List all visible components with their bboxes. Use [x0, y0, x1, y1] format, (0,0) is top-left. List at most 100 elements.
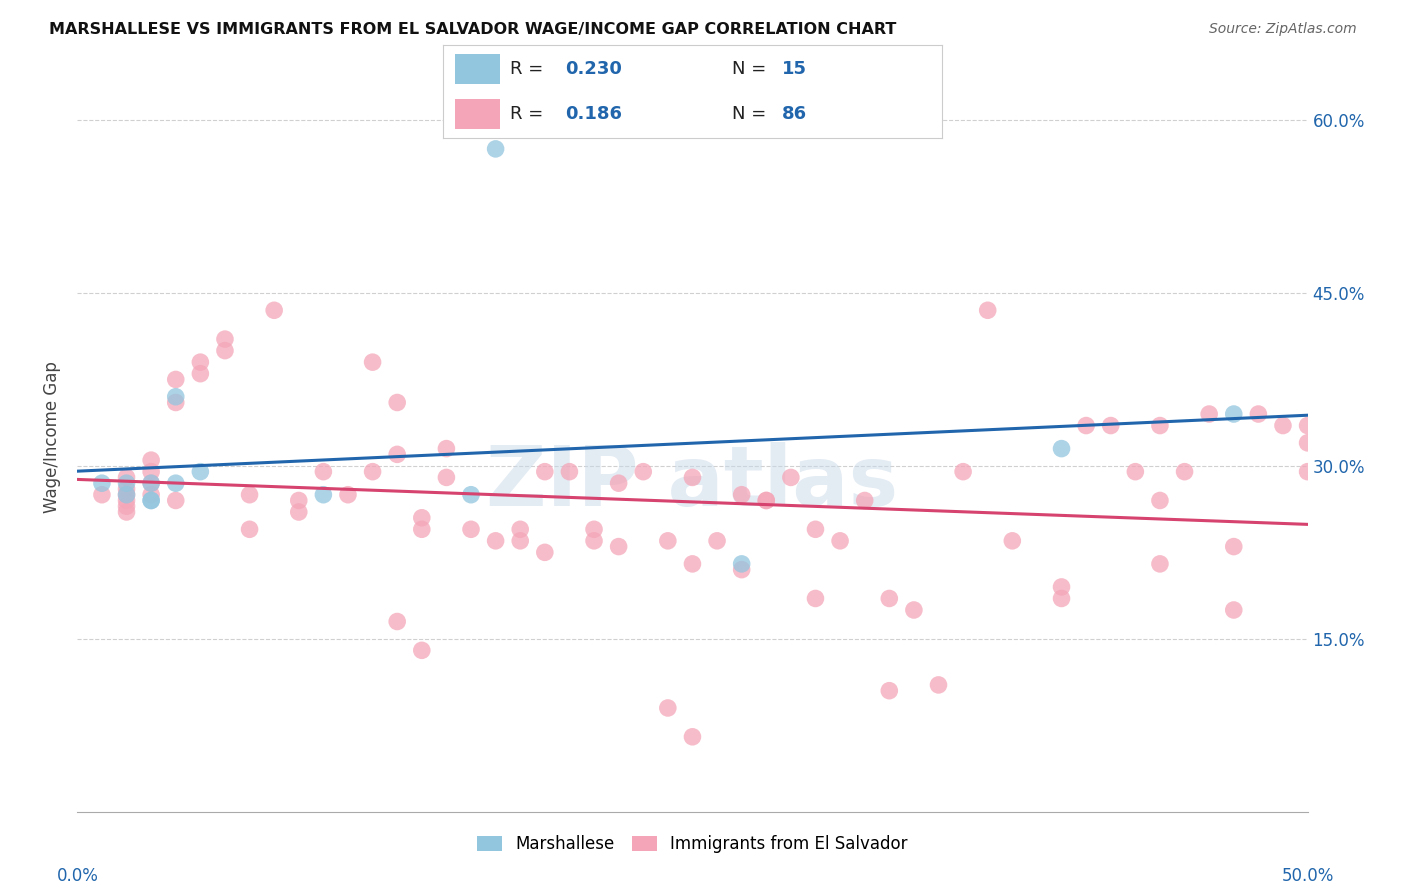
Point — [1050, 442, 1073, 456]
Text: MARSHALLESE VS IMMIGRANTS FROM EL SALVADOR WAGE/INCOME GAP CORRELATION CHART: MARSHALLESE VS IMMIGRANTS FROM EL SALVAD… — [49, 22, 897, 37]
Text: 0.230: 0.230 — [565, 60, 621, 78]
Point — [411, 643, 433, 657]
Point — [1174, 465, 1197, 479]
Point — [607, 540, 630, 554]
Point — [780, 470, 803, 484]
Text: 15: 15 — [782, 60, 807, 78]
Y-axis label: Wage/Income Gap: Wage/Income Gap — [44, 361, 62, 513]
Point — [165, 372, 187, 386]
Point — [731, 557, 754, 571]
Point — [485, 142, 508, 156]
Bar — [456, 54, 501, 84]
Point — [239, 488, 262, 502]
Point — [952, 465, 974, 479]
Point — [188, 367, 212, 381]
Point — [90, 476, 114, 491]
Text: R =: R = — [510, 60, 550, 78]
Text: 86: 86 — [782, 105, 807, 123]
Point — [903, 603, 925, 617]
Point — [141, 493, 163, 508]
Point — [141, 493, 163, 508]
Text: 0.0%: 0.0% — [56, 867, 98, 885]
Point — [1296, 465, 1319, 479]
Point — [361, 465, 384, 479]
Point — [141, 488, 163, 502]
Point — [1050, 591, 1073, 606]
Point — [1149, 557, 1171, 571]
Point — [1125, 465, 1147, 479]
Point — [706, 533, 728, 548]
Point — [657, 701, 679, 715]
Text: Source: ZipAtlas.com: Source: ZipAtlas.com — [1209, 22, 1357, 37]
Point — [583, 533, 606, 548]
Text: N =: N = — [733, 60, 772, 78]
Point — [115, 488, 138, 502]
Point — [509, 533, 531, 548]
Text: 0.186: 0.186 — [565, 105, 623, 123]
Point — [90, 488, 114, 502]
Point — [214, 343, 236, 358]
Point — [1149, 418, 1171, 433]
Point — [485, 533, 508, 548]
Text: 50.0%: 50.0% — [1281, 867, 1334, 885]
Point — [633, 465, 655, 479]
Point — [879, 683, 901, 698]
Point — [361, 355, 384, 369]
Point — [607, 476, 630, 491]
Point — [804, 591, 827, 606]
Point — [1076, 418, 1098, 433]
Point — [755, 493, 778, 508]
Point — [682, 557, 704, 571]
Point — [1223, 407, 1246, 421]
Text: N =: N = — [733, 105, 772, 123]
Point — [1223, 540, 1246, 554]
Point — [411, 522, 433, 536]
Point — [830, 533, 852, 548]
Point — [1247, 407, 1270, 421]
Point — [115, 470, 138, 484]
Point — [141, 476, 163, 491]
Point — [165, 395, 187, 409]
Bar — [456, 99, 501, 129]
Point — [755, 493, 778, 508]
Point — [657, 533, 679, 548]
Point — [288, 505, 311, 519]
Point — [115, 476, 138, 491]
Point — [534, 465, 557, 479]
Point — [337, 488, 360, 502]
Point — [928, 678, 950, 692]
Point — [682, 730, 704, 744]
Point — [534, 545, 557, 559]
Point — [411, 510, 433, 524]
Point — [141, 476, 163, 491]
Point — [853, 493, 876, 508]
Point — [583, 522, 606, 536]
Point — [558, 465, 581, 479]
Point — [115, 500, 138, 514]
Point — [682, 470, 704, 484]
Point — [165, 390, 187, 404]
Point — [1296, 435, 1319, 450]
Point — [509, 522, 531, 536]
Point — [436, 470, 458, 484]
Text: R =: R = — [510, 105, 550, 123]
Point — [263, 303, 285, 318]
Point — [115, 482, 138, 496]
Text: ZIP atlas: ZIP atlas — [486, 442, 898, 523]
Point — [731, 563, 754, 577]
Point — [385, 447, 409, 461]
Point — [436, 442, 458, 456]
Point — [141, 465, 163, 479]
Point — [804, 522, 827, 536]
Point — [288, 493, 311, 508]
Point — [460, 488, 482, 502]
Point — [1198, 407, 1220, 421]
Point — [312, 488, 335, 502]
Point — [115, 488, 138, 502]
Point — [312, 465, 335, 479]
Point — [1223, 603, 1246, 617]
Point — [977, 303, 1000, 318]
Point — [188, 465, 212, 479]
Point — [1099, 418, 1122, 433]
Point — [214, 332, 236, 346]
